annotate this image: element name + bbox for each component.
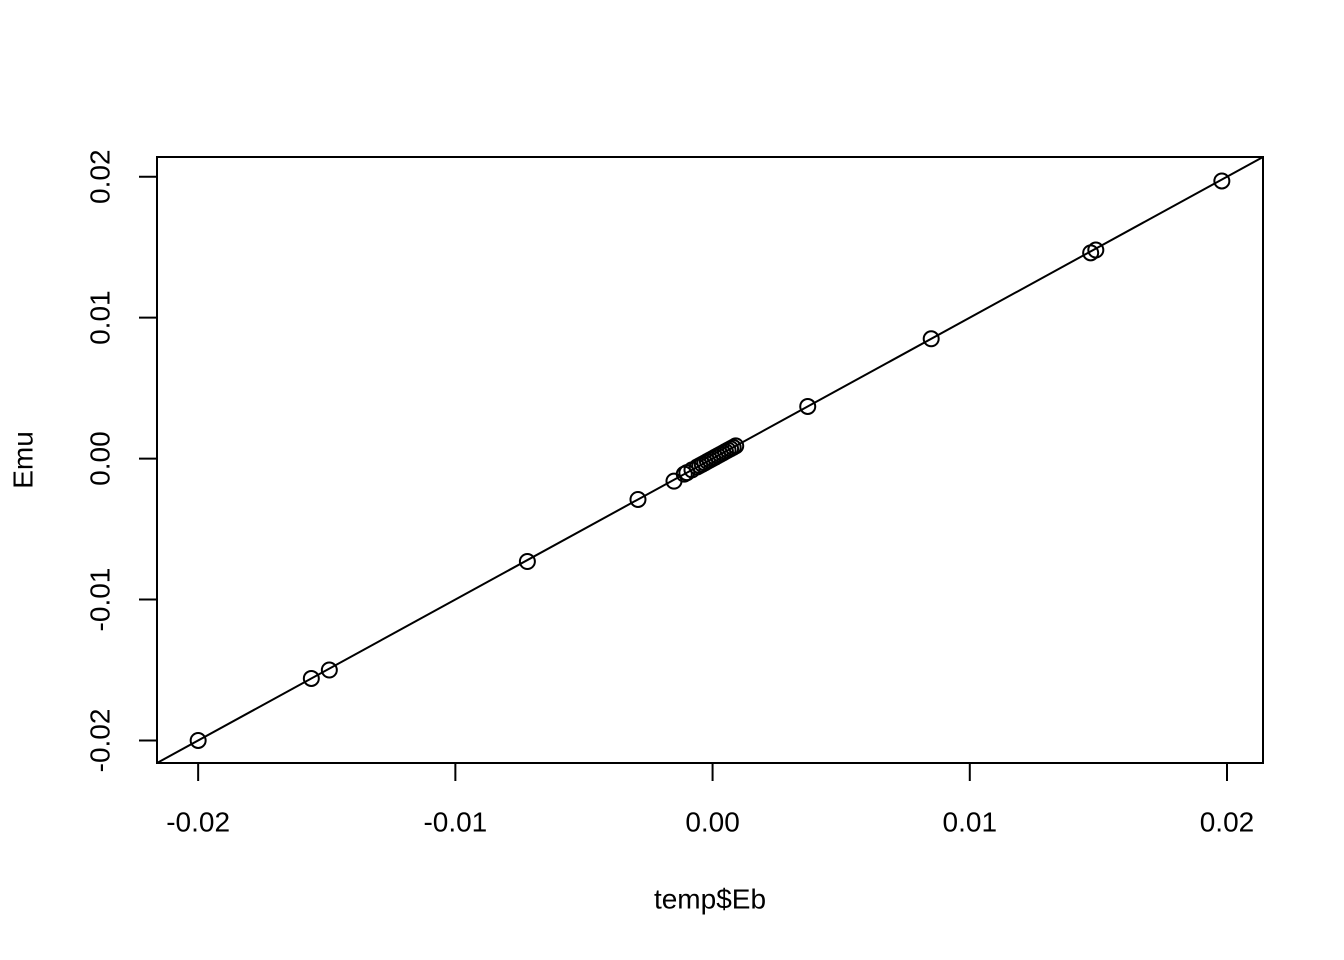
point <box>518 552 536 570</box>
point <box>320 661 338 679</box>
point <box>1213 172 1231 190</box>
point <box>922 330 940 348</box>
y-tick-label: -0.01 <box>84 568 115 632</box>
point <box>799 397 817 415</box>
reference-line <box>156 156 1264 764</box>
point <box>1087 241 1105 259</box>
x-tick-label: -0.01 <box>423 806 487 837</box>
x-axis-label: temp$Eb <box>654 883 766 914</box>
point <box>189 731 207 749</box>
y-tick-label: 0.02 <box>84 149 115 204</box>
y-tick-label: 0.01 <box>84 290 115 345</box>
x-tick-label: 0.01 <box>943 806 998 837</box>
point <box>629 490 647 508</box>
y-tick-label: 0.00 <box>84 431 115 486</box>
point <box>727 437 745 455</box>
x-tick-label: 0.00 <box>685 806 740 837</box>
x-tick-label: 0.02 <box>1200 806 1255 837</box>
x-tick-label: -0.02 <box>166 806 230 837</box>
y-axis-label: Emu <box>7 431 38 489</box>
point <box>302 669 320 687</box>
y-tick-label: -0.02 <box>84 709 115 773</box>
